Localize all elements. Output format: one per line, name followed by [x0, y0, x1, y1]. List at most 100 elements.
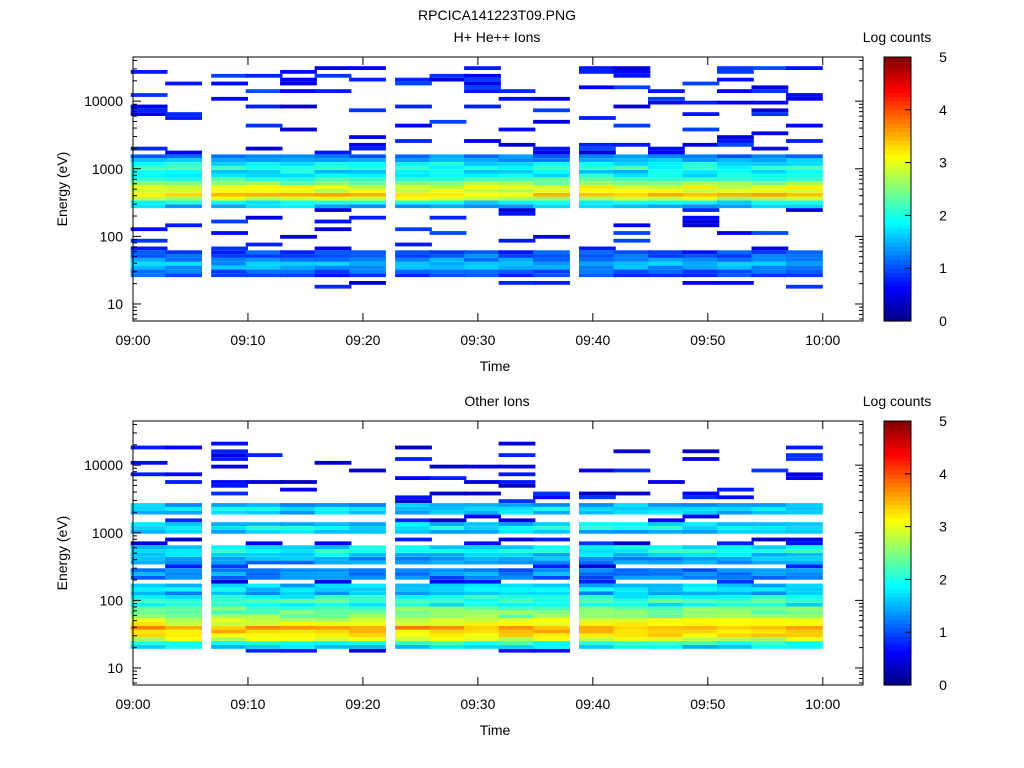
heatmap-cell: [395, 641, 432, 645]
heatmap-cell: [395, 629, 432, 634]
heatmap-cell: [682, 602, 720, 607]
heatmap-cell: [579, 177, 616, 182]
heatmap-cell: [211, 506, 248, 511]
colorbar-segment: [884, 641, 911, 646]
heatmap-cell: [314, 196, 352, 201]
heatmap-cell: [648, 154, 685, 159]
heatmap-cell: [613, 598, 651, 603]
heatmap-cell: [211, 549, 248, 553]
heatmap-cell: [717, 598, 754, 603]
y-axis-label: Energy (eV): [54, 152, 70, 227]
heatmap-cell: [280, 480, 317, 484]
heatmap-cell: [717, 641, 754, 645]
heatmap-cell: [498, 641, 536, 645]
heatmap-cell: [498, 192, 536, 197]
heatmap-cell: [751, 181, 789, 186]
heatmap-cell: [717, 503, 754, 507]
heatmap-cell: [211, 575, 248, 580]
heatmap-cell: [498, 181, 536, 186]
colorbar-segment: [884, 588, 911, 594]
heatmap-cell: [130, 246, 168, 251]
heatmap-cell: [498, 254, 536, 258]
heatmap-cell: [613, 591, 651, 596]
heatmap-cell: [717, 629, 754, 634]
heatmap-cell: [314, 560, 352, 565]
heatmap-cell: [533, 165, 570, 170]
heatmap-cell: [682, 495, 720, 500]
heatmap-cell: [245, 154, 283, 159]
heatmap-cell: [429, 177, 467, 182]
heatmap-cell: [498, 261, 536, 266]
heatmap-cell: [682, 625, 720, 630]
heatmap-cell: [648, 480, 685, 484]
heatmap-cell: [165, 261, 202, 266]
heatmap-cell: [682, 200, 720, 205]
heatmap-cell: [648, 254, 685, 258]
heatmap-cell: [314, 73, 352, 78]
heatmap-cell: [498, 127, 536, 132]
heatmap-cell: [349, 135, 386, 139]
heatmap-cell: [613, 169, 651, 174]
heatmap-cell: [751, 552, 789, 557]
heatmap-cell: [498, 211, 536, 216]
x-tick-label: 09:30: [460, 332, 495, 348]
heatmap-cell: [464, 77, 501, 82]
heatmap-cell: [165, 622, 202, 626]
heatmap-cell: [349, 645, 386, 649]
colorbar-segment: [884, 263, 911, 269]
heatmap-cell: [717, 196, 754, 201]
heatmap-cell: [280, 560, 317, 565]
heatmap-cell: [786, 645, 823, 649]
heatmap-cell: [165, 618, 202, 622]
heatmap-cell: [130, 552, 168, 557]
heatmap-cell: [130, 192, 168, 197]
heatmap-cell: [751, 618, 789, 622]
heatmap-cell: [165, 522, 202, 526]
heatmap-cell: [682, 223, 720, 228]
heatmap-cell: [717, 568, 754, 573]
heatmap-cell: [717, 192, 754, 197]
heatmap-cell: [498, 250, 536, 255]
heatmap-cell: [613, 468, 651, 473]
heatmap-cell: [579, 641, 616, 645]
heatmap-cell: [682, 514, 720, 519]
heatmap-cell: [613, 526, 651, 530]
heatmap-cell: [533, 154, 570, 159]
y-tick-label: 100: [100, 592, 124, 608]
heatmap-cell: [314, 587, 352, 592]
heatmap-cell: [165, 595, 202, 599]
heatmap-cell: [751, 537, 789, 542]
heatmap-cell: [464, 622, 501, 626]
heatmap-cell: [429, 258, 467, 262]
colorbar-segment: [884, 553, 911, 558]
heatmap-cell: [245, 165, 283, 170]
colorbar-segment: [884, 557, 911, 563]
heatmap-cell: [682, 219, 720, 224]
heatmap-cell: [533, 633, 570, 638]
heatmap-cell: [429, 618, 467, 622]
colorbar-segment: [884, 219, 911, 225]
heatmap-cell: [717, 495, 754, 500]
heatmap-cell: [211, 188, 248, 193]
heatmap-cell: [314, 526, 352, 530]
colorbar-segment: [884, 443, 911, 448]
heatmap-cell: [349, 185, 386, 189]
heatmap-cell: [751, 468, 789, 473]
heatmap-cell: [579, 158, 616, 162]
heatmap-cell: [211, 185, 248, 189]
heatmap-cell: [395, 204, 432, 209]
heatmap-cell: [130, 526, 168, 530]
heatmap-cell: [682, 568, 720, 573]
heatmap-cell: [130, 602, 168, 607]
colorbar-segment: [884, 193, 911, 199]
heatmap-cell: [533, 506, 570, 511]
heatmap-cell: [349, 77, 386, 82]
colorbar-segment: [884, 206, 911, 212]
heatmap-cell: [613, 85, 651, 90]
heatmap-cell: [165, 185, 202, 189]
y-tick-label: 1000: [92, 161, 123, 177]
heatmap-cell: [786, 575, 823, 580]
heatmap-cell: [130, 445, 168, 450]
heatmap-cell: [245, 123, 283, 128]
heatmap-cell: [613, 637, 651, 642]
